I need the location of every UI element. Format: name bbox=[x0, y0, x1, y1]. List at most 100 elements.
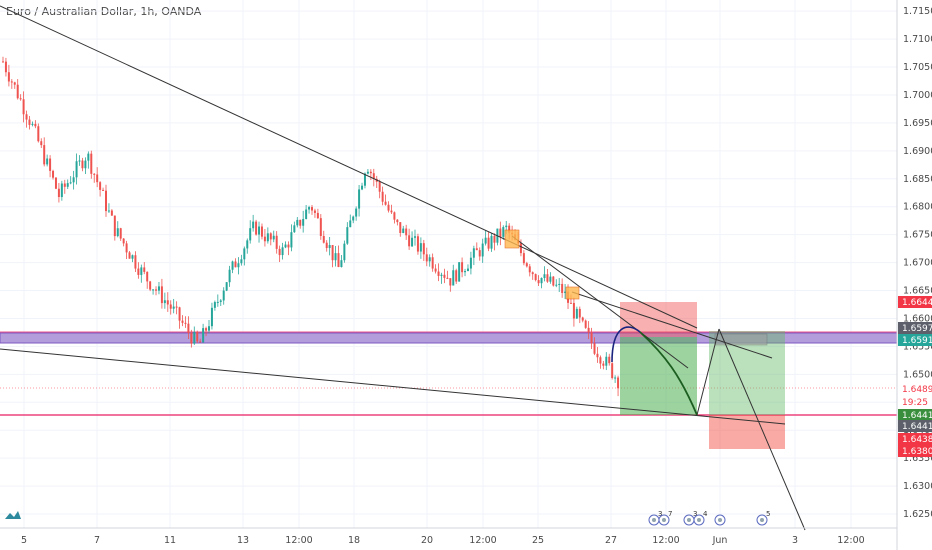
event-marker-count: 3 bbox=[693, 510, 697, 518]
y-tick-label: 1.69000 bbox=[903, 146, 932, 157]
candle-body bbox=[587, 327, 590, 333]
candle-body bbox=[63, 183, 66, 187]
candle-body bbox=[455, 270, 458, 282]
candle-body bbox=[122, 238, 125, 244]
candle-body bbox=[528, 266, 531, 273]
candle-body bbox=[519, 243, 522, 254]
candle-body bbox=[166, 300, 169, 305]
candle-body bbox=[305, 209, 308, 220]
candle-body bbox=[469, 257, 472, 269]
candle-body bbox=[596, 353, 599, 358]
projected-path-down[interactable] bbox=[639, 331, 698, 416]
candle-body bbox=[331, 245, 334, 261]
candle-body bbox=[349, 220, 352, 228]
price-label-tag bbox=[898, 383, 932, 395]
candle-body bbox=[119, 228, 122, 239]
candle-body bbox=[75, 161, 78, 178]
candle-body bbox=[116, 228, 119, 237]
candle-body bbox=[202, 328, 205, 343]
descending-trendline-lower[interactable] bbox=[0, 348, 786, 425]
candle-body bbox=[581, 317, 584, 321]
candle-body bbox=[78, 160, 81, 162]
candle-body bbox=[290, 232, 293, 248]
projection-down[interactable] bbox=[718, 328, 806, 531]
x-tick-label: 11 bbox=[164, 535, 176, 546]
candle-body bbox=[228, 269, 231, 283]
candle-body bbox=[387, 204, 390, 211]
price-label-text: 1.65974 bbox=[902, 324, 932, 334]
x-tick-label: 12:00 bbox=[837, 535, 864, 546]
candle-body bbox=[272, 235, 275, 240]
target-marker-box bbox=[714, 333, 768, 346]
price-axis[interactable]: 1.71500 1.71000 1.70500 1.70000 1.69500 1.690… bbox=[903, 6, 932, 520]
x-tick-label: 13 bbox=[237, 535, 249, 546]
candle-body bbox=[446, 277, 449, 279]
candle-body bbox=[19, 98, 22, 100]
candle-body bbox=[87, 153, 90, 161]
x-tick-label: 25 bbox=[532, 535, 544, 546]
long-position-loss-zone[interactable] bbox=[620, 302, 697, 337]
y-tick-label: 1.71000 bbox=[903, 34, 932, 45]
channel-line-second[interactable] bbox=[571, 291, 773, 359]
candle-body bbox=[419, 243, 422, 252]
candle-body bbox=[464, 271, 467, 273]
candle-body bbox=[334, 253, 337, 261]
candle-body bbox=[187, 323, 190, 333]
y-tick-label: 1.67500 bbox=[903, 230, 932, 241]
candle-body bbox=[493, 235, 496, 243]
candle-body bbox=[219, 300, 222, 302]
candle-body bbox=[352, 216, 355, 221]
event-marker-dot bbox=[652, 518, 656, 522]
candle-body bbox=[416, 236, 419, 252]
candle-body bbox=[57, 188, 60, 198]
candle-body bbox=[414, 236, 416, 238]
descending-trendline-upper[interactable] bbox=[0, 5, 698, 329]
candle-body bbox=[231, 261, 234, 270]
candle-body bbox=[266, 233, 269, 242]
candle-body bbox=[4, 61, 7, 73]
candle-body bbox=[313, 210, 316, 213]
candle-body bbox=[449, 278, 452, 286]
candle-body bbox=[225, 282, 228, 291]
pivot-highlight-1[interactable] bbox=[504, 229, 520, 249]
candle-body bbox=[561, 283, 564, 293]
event-marker-count: 5 bbox=[766, 510, 770, 518]
candle-body bbox=[172, 306, 175, 309]
event-marker-dot bbox=[760, 518, 764, 522]
projection-up[interactable] bbox=[696, 328, 720, 416]
candle-body bbox=[437, 271, 440, 276]
y-tick-label: 1.65000 bbox=[903, 369, 932, 380]
candle-body bbox=[163, 300, 166, 304]
y-tick-label: 1.65500 bbox=[903, 341, 932, 352]
projected-path-arc[interactable] bbox=[611, 326, 641, 363]
candle-body bbox=[466, 268, 469, 272]
tradingview-logo-icon[interactable] bbox=[4, 508, 22, 522]
candle-body bbox=[205, 328, 208, 331]
candle-body bbox=[105, 190, 107, 212]
candle-body bbox=[617, 377, 620, 389]
event-marker-dot bbox=[662, 518, 666, 522]
long-position-profit-zone[interactable] bbox=[620, 337, 697, 415]
time-axis[interactable]: 5 7 11 13 12:00 18 20 12:00 25 27 12:00 Jun 3 12:00 bbox=[21, 535, 865, 546]
candle-body bbox=[584, 320, 587, 328]
candle-body bbox=[210, 307, 213, 327]
candle-body bbox=[10, 81, 13, 83]
candle-body bbox=[458, 262, 461, 282]
pivot-highlight-2[interactable] bbox=[565, 286, 580, 300]
candle-body bbox=[428, 257, 431, 262]
x-tick-label: 12:00 bbox=[285, 535, 312, 546]
candle-body bbox=[593, 343, 596, 354]
candle-body bbox=[149, 281, 152, 290]
candle-body bbox=[155, 289, 158, 291]
candle-body bbox=[311, 207, 313, 211]
candle-body bbox=[216, 301, 219, 303]
candle-body bbox=[72, 177, 75, 183]
channel-line-short[interactable] bbox=[511, 235, 689, 369]
candle-body bbox=[487, 237, 490, 249]
candle-body bbox=[599, 357, 602, 364]
candle-body bbox=[316, 212, 319, 219]
price-label-tag bbox=[898, 322, 932, 334]
y-tick-label: 1.63000 bbox=[903, 481, 932, 492]
